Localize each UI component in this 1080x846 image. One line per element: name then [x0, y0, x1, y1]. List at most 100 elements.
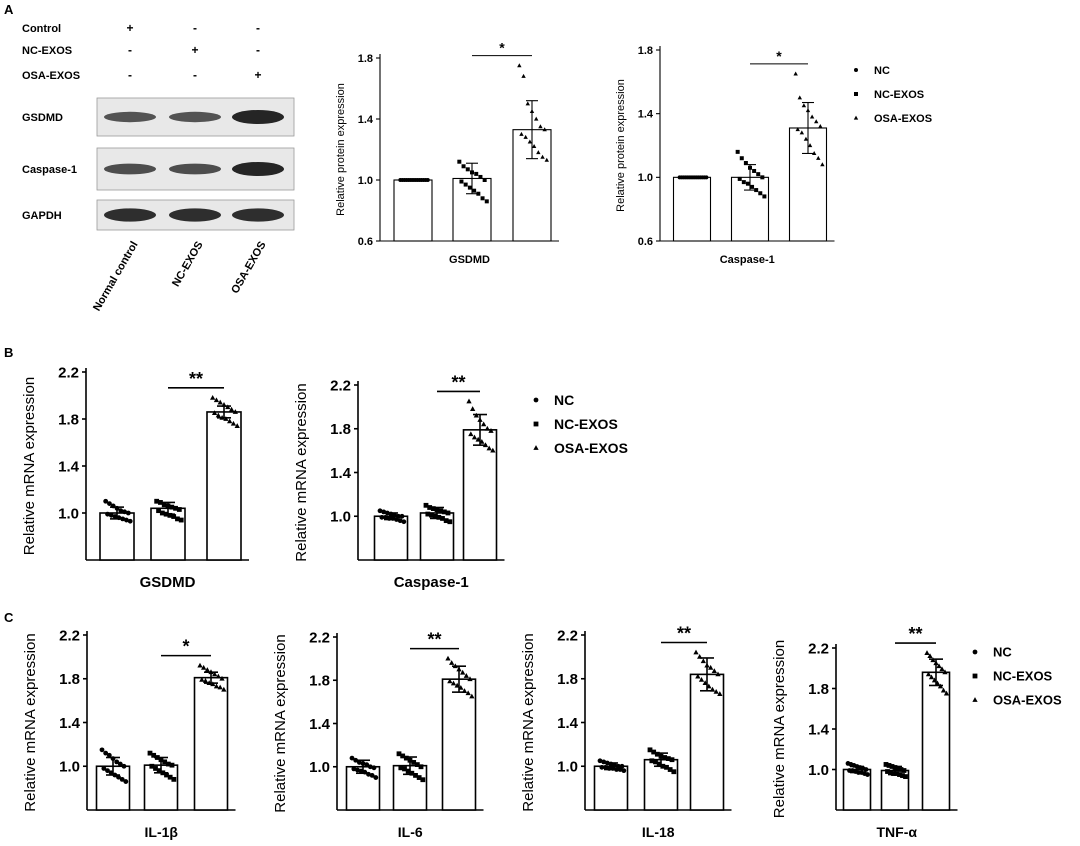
- y-tick-label: 1.4: [358, 114, 374, 126]
- data-point: [482, 178, 487, 182]
- data-point: [715, 671, 721, 677]
- data-point: [599, 764, 605, 770]
- data-point: [544, 157, 549, 162]
- data-point: [396, 751, 402, 757]
- significance-mark: *: [776, 48, 782, 64]
- data-point: [156, 768, 162, 774]
- significance-mark: **: [427, 630, 441, 650]
- significance-mark: **: [189, 369, 203, 389]
- y-tick-label: 1.8: [358, 53, 373, 65]
- data-point: [127, 518, 133, 524]
- data-point: [213, 397, 220, 403]
- data-point: [809, 114, 815, 119]
- data-point: [459, 179, 464, 184]
- data-point: [411, 760, 417, 765]
- legend-label: NC-EXOS: [993, 669, 1053, 684]
- data-point: [486, 445, 492, 451]
- data-point: [416, 775, 422, 780]
- data-point: [531, 144, 537, 149]
- y-tick-label: 2.2: [59, 627, 80, 644]
- data-point: [450, 680, 457, 686]
- data-point: [423, 502, 429, 508]
- data-point: [105, 768, 110, 774]
- data-point: [402, 766, 407, 772]
- significance-mark: *: [182, 637, 189, 657]
- legend-marker-icon: [854, 92, 858, 96]
- treatment-sign: -: [128, 68, 132, 82]
- data-point: [156, 508, 161, 514]
- y-tick-label: 2.2: [330, 377, 351, 394]
- y-tick-label: 1.0: [358, 175, 373, 187]
- bar-charts: 0.6 1.0 1.4 1.8 Relative protein expression G…: [21, 40, 958, 840]
- data-point: [653, 759, 658, 765]
- data-point: [669, 757, 675, 763]
- data-point: [210, 394, 216, 400]
- y-tick-label: 1.4: [638, 109, 654, 121]
- data-point: [814, 119, 819, 124]
- blot-band: [169, 111, 221, 123]
- legend-label: NC: [993, 645, 1012, 660]
- data-point: [617, 767, 623, 772]
- treatment-sign: -: [256, 21, 260, 35]
- legend: NC NC-EXOS OSA-EXOS: [533, 392, 628, 456]
- data-point: [117, 761, 123, 767]
- data-point: [171, 776, 177, 782]
- data-point: [355, 767, 360, 773]
- data-point: [465, 690, 471, 696]
- data-point: [212, 671, 218, 677]
- data-point: [103, 750, 109, 756]
- data-point: [671, 769, 677, 775]
- data-point: [230, 420, 237, 426]
- data-point: [404, 178, 409, 182]
- data-point: [756, 172, 761, 177]
- data-point: [414, 762, 420, 767]
- data-point: [197, 662, 203, 668]
- treatment-sign: -: [128, 43, 132, 57]
- data-point: [353, 757, 359, 763]
- x-axis-label: IL-18: [642, 824, 675, 840]
- x-axis-label: IL-1β: [145, 824, 179, 840]
- significance-mark: **: [451, 372, 465, 392]
- data-point: [700, 175, 705, 180]
- legend-label: OSA-EXOS: [993, 693, 1062, 708]
- y-tick-label: 1.0: [557, 759, 578, 776]
- bar: [393, 179, 433, 242]
- data-point: [466, 398, 472, 404]
- data-point: [517, 63, 522, 68]
- data-point: [161, 502, 167, 508]
- data-point: [101, 766, 107, 771]
- data-point: [664, 764, 669, 770]
- data-point: [215, 412, 221, 418]
- data-point: [107, 501, 112, 506]
- blot-protein-label: Caspase-1: [22, 164, 77, 176]
- data-point: [465, 167, 470, 172]
- data-point: [447, 519, 453, 525]
- data-point: [167, 512, 173, 518]
- y-axis-label: Relative mRNA expression: [22, 633, 39, 811]
- data-point: [379, 514, 385, 520]
- data-point: [521, 73, 526, 78]
- y-tick-label: 1.8: [309, 673, 330, 690]
- bar: [452, 177, 492, 242]
- data-point: [891, 771, 896, 776]
- data-point: [432, 513, 438, 519]
- data-point: [106, 752, 112, 758]
- data-point: [417, 178, 422, 182]
- data-point: [369, 773, 375, 778]
- data-point: [488, 428, 494, 433]
- data-point: [447, 678, 453, 684]
- legend-marker-icon: [972, 673, 978, 679]
- blot-band: [169, 163, 221, 175]
- data-point: [523, 134, 528, 139]
- bar: [193, 676, 229, 811]
- y-tick-label: 1.4: [309, 716, 331, 733]
- data-point: [900, 773, 905, 778]
- data-point: [468, 431, 474, 437]
- data-point: [429, 512, 434, 518]
- data-point: [795, 127, 800, 132]
- data-point: [463, 182, 468, 187]
- data-point: [698, 676, 705, 682]
- bar: [689, 673, 725, 811]
- blot-band: [232, 162, 284, 176]
- data-point: [228, 406, 235, 412]
